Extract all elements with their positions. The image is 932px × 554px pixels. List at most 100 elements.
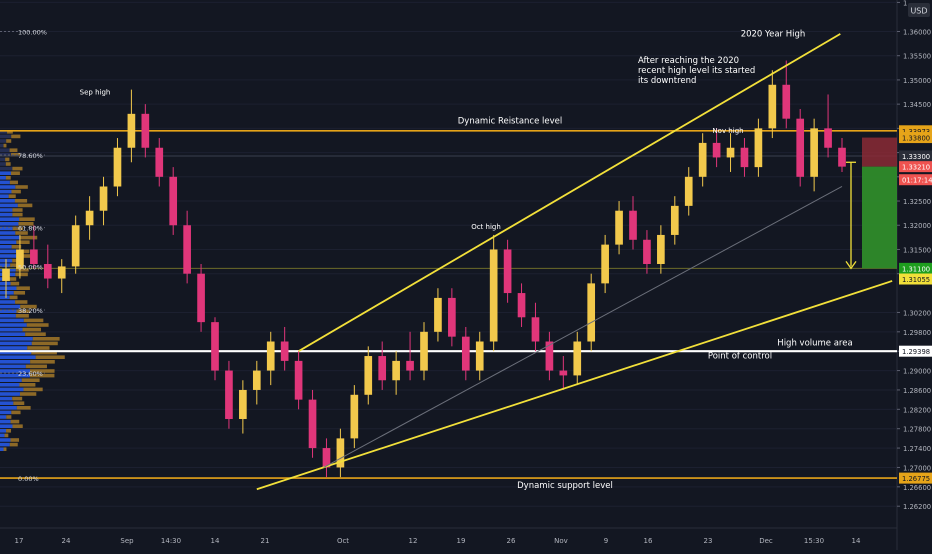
volume-bar-buy: [0, 139, 7, 143]
candle-body: [239, 389, 247, 420]
oct-high-label: Oct high: [471, 223, 501, 231]
trend-lines[interactable]: [256, 33, 893, 491]
candle-body: [364, 356, 373, 395]
commentary-line: recent high level its started: [638, 66, 755, 76]
volume-bar-sell: [16, 286, 30, 290]
currency-badge: USD: [908, 3, 930, 17]
volume-bar-sell: [25, 332, 46, 336]
volume-profile: [0, 130, 65, 451]
volume-bar-sell: [5, 157, 10, 162]
volume-bar-buy: [0, 180, 10, 185]
volume-bar-sell: [20, 304, 37, 309]
price-tick-label: 1.29800: [903, 329, 931, 337]
volume-bar-sell: [19, 217, 35, 221]
fib-label: 0.00%: [18, 475, 39, 483]
volume-bar-sell: [9, 442, 18, 447]
price-axis[interactable]: 11.360001.355001.350001.345001.340001.33…: [897, 0, 931, 511]
date-tick-label: 14: [211, 537, 220, 545]
candle-body: [406, 360, 414, 371]
volume-bar-sell: [31, 341, 58, 346]
volume-bar-sell: [18, 222, 34, 226]
volume-bar-sell: [18, 254, 34, 258]
volume-bar-buy: [0, 240, 17, 244]
volume-bar-sell: [14, 199, 28, 203]
volume-bar-sell: [12, 166, 23, 171]
price-tick-label: 1.36000: [903, 28, 931, 36]
volume-bar-sell: [11, 134, 21, 139]
volume-bar-sell: [19, 392, 37, 396]
volume-bar-buy: [0, 346, 28, 350]
volume-bar-sell: [16, 240, 30, 244]
date-tick-label: 14:30: [161, 537, 181, 545]
volume-bar-buy: [0, 442, 10, 447]
candle-body: [559, 370, 568, 376]
candle-body: [475, 341, 484, 371]
candle-body: [16, 249, 24, 269]
candle-body: [252, 370, 261, 390]
volume-bar-buy: [0, 245, 12, 249]
date-axis[interactable]: 17 24 Sep 14:30 14 21 Oct 12 19 26 Nov 9 16 23 Dec 15:3…: [15, 537, 861, 545]
candle-body: [768, 84, 777, 129]
volume-bar-buy: [0, 231, 16, 235]
candle-body: [657, 234, 665, 264]
take-profit-zone: [862, 166, 897, 269]
candle-body: [545, 341, 554, 371]
price-tick-label: 1.31500: [903, 246, 931, 254]
volume-bar-buy: [0, 360, 31, 364]
volume-bar-sell: [15, 300, 28, 304]
candle-body: [726, 147, 735, 158]
volume-bar-buy: [0, 355, 36, 359]
volume-bar-sell: [5, 176, 11, 180]
volume-bar-sell: [11, 410, 21, 415]
year-high-label: 2020 Year High: [741, 29, 806, 39]
volume-bar-sell: [7, 130, 13, 134]
volume-bar-buy: [0, 332, 26, 336]
high-volume-label: High volume area: [777, 338, 852, 348]
price-tag-bg: [899, 345, 932, 357]
volume-bar-buy: [0, 341, 32, 346]
volume-bar-sell: [35, 355, 65, 359]
volume-bar-sell: [12, 396, 23, 401]
candle-body: [629, 210, 637, 240]
nov-high-label: Nov high: [712, 127, 743, 135]
date-tick-label: 21: [261, 537, 270, 545]
price-tag-bg: [899, 273, 932, 285]
volume-bar-sell: [6, 139, 12, 143]
candle-body: [141, 113, 150, 148]
date-tick-label: 26: [507, 537, 516, 545]
volume-bar-buy: [0, 447, 4, 451]
volume-bar-sell: [15, 268, 29, 272]
candle-body: [71, 225, 80, 267]
candle-body: [378, 356, 387, 381]
candle-body: [489, 249, 498, 342]
candle-body: [2, 268, 10, 281]
volume-bar-buy: [0, 300, 16, 304]
commentary-line: its downtrend: [638, 76, 696, 86]
candle-body: [796, 118, 805, 177]
volume-bar-sell: [15, 185, 28, 189]
candle-body: [615, 210, 623, 245]
volume-bar-sell: [11, 189, 21, 194]
price-tag-bg: [899, 174, 932, 186]
volume-bar-sell: [23, 318, 44, 323]
volume-bar-sell: [30, 360, 55, 364]
candle-body: [782, 84, 791, 119]
candle-body: [573, 341, 582, 376]
volume-bar-buy: [0, 295, 10, 300]
volume-bar-sell: [13, 401, 25, 405]
candle-body: [211, 322, 219, 371]
volume-bar-sell: [9, 180, 18, 185]
volume-bar-sell: [15, 314, 29, 318]
volume-bar-sell: [9, 295, 18, 300]
price-tick-label: 1.35000: [903, 77, 931, 85]
price-tick-label: 1.28200: [903, 406, 931, 414]
price-tick-label: 1.27400: [903, 445, 931, 453]
grid: [0, 0, 898, 550]
support-label: Dynamic support level: [517, 481, 613, 491]
volume-bar-buy: [0, 327, 23, 332]
candle-body: [169, 176, 178, 226]
candle-body: [698, 142, 707, 177]
price-tag-bg: [899, 125, 932, 137]
